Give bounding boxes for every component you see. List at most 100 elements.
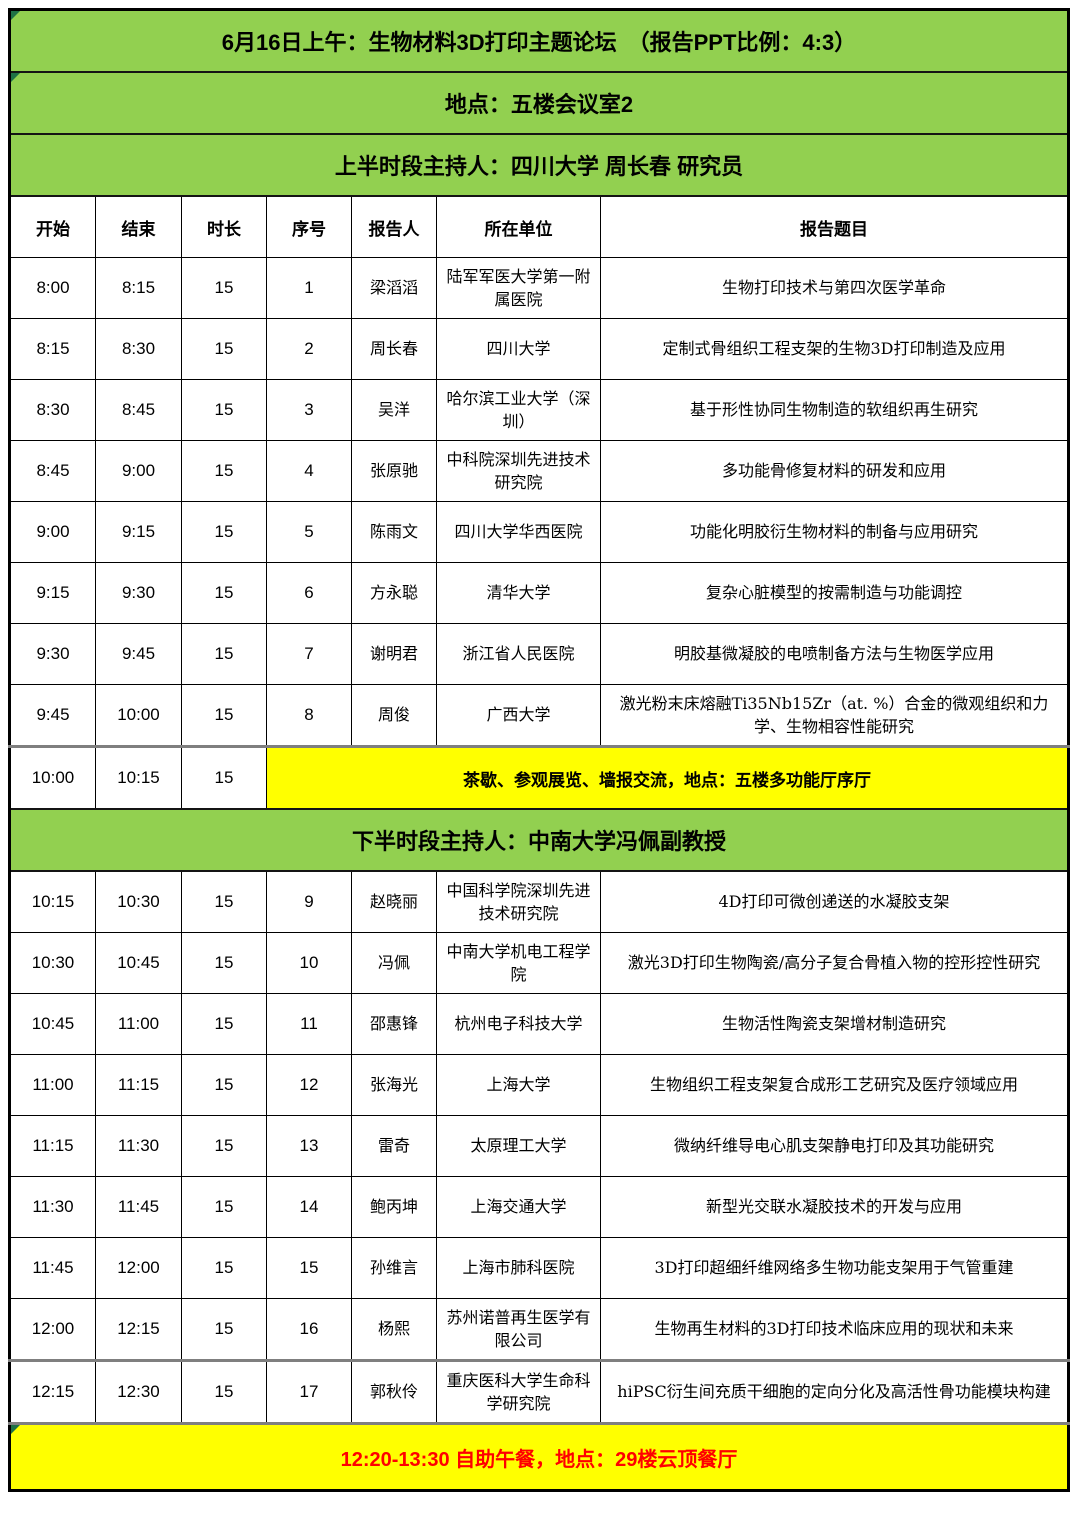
cell-duration: 15 [181,1237,267,1299]
cell-affiliation: 哈尔滨工业大学（深圳） [436,379,601,441]
schedule-table: 6月16日上午：生物材料3D打印主题论坛 （报告PPT比例：4:3） 地点：五楼… [8,8,1070,1492]
talk-row: 10:45 11:00 15 11 邵惠锋 杭州电子科技大学 生物活性陶瓷支架增… [9,993,1069,1055]
cell-index: 7 [266,623,352,685]
cell-duration: 15 [181,379,267,441]
cell-affiliation: 杭州电子科技大学 [436,993,601,1055]
cell-affiliation: 广西大学 [436,684,601,747]
cell-speaker: 吴洋 [351,379,437,441]
talk-row: 10:30 10:45 15 10 冯佩 中南大学机电工程学院 激光3D打印生物… [9,932,1069,994]
second-half-moderator-row: 下半时段主持人：中南大学冯佩副教授 [9,808,1069,872]
talk-row: 9:45 10:00 15 8 周俊 广西大学 激光粉末床熔融Ti35Nb15Z… [9,684,1069,747]
lunch-cell: 12:20-13:30 自助午餐，地点：29楼云顶餐厅 [9,1422,1069,1491]
col-header-speaker: 报告人 [351,195,437,258]
cell-speaker: 谢明君 [351,623,437,685]
cell-end-time: 10:45 [95,932,182,994]
cell-start-time: 9:15 [9,562,96,624]
cell-start-time: 11:00 [9,1054,96,1116]
talk-row: 8:30 8:45 15 3 吴洋 哈尔滨工业大学（深圳） 基于形性协同生物制造… [9,379,1069,441]
forum-title-row: 6月16日上午：生物材料3D打印主题论坛 （报告PPT比例：4:3） [9,8,1069,73]
cell-index: 14 [266,1176,352,1238]
forum-title: 6月16日上午：生物材料3D打印主题论坛 （报告PPT比例：4:3） [9,8,1069,73]
cell-affiliation: 上海大学 [436,1054,601,1116]
banner-section: 6月16日上午：生物材料3D打印主题论坛 （报告PPT比例：4:3） 地点：五楼… [9,8,1069,258]
cell-flag-icon [11,1426,20,1434]
cell-speaker: 周俊 [351,684,437,747]
col-header-affiliation: 所在单位 [436,195,601,258]
cell-index: 2 [266,318,352,380]
lunch-row: 12:20-13:30 自助午餐，地点：29楼云顶餐厅 [9,1422,1069,1491]
tea-break-section: 10:00 10:15 15 茶歇、参观展览、墙报交流，地点：五楼多功能厅序厅 … [9,745,1069,872]
cell-flag-icon [11,11,20,20]
cell-speaker: 梁滔滔 [351,257,437,319]
first-half-session: 8:00 8:15 15 1 梁滔滔 陆军军医大学第一附属医院 生物打印技术与第… [9,257,1069,747]
cell-start-time: 10:45 [9,993,96,1055]
cell-affiliation: 四川大学华西医院 [436,501,601,563]
second-half-moderator-cell: 下半时段主持人：中南大学冯佩副教授 [9,808,1069,872]
cell-index: 13 [266,1115,352,1177]
cell-end-time: 12:15 [95,1298,182,1361]
cell-start-time: 8:30 [9,379,96,441]
cell-duration: 15 [181,870,267,933]
cell-talk-title: 生物再生材料的3D打印技术临床应用的现状和未来 [600,1298,1069,1361]
cell-talk-title: 新型光交联水凝胶技术的开发与应用 [600,1176,1069,1238]
cell-affiliation: 中南大学机电工程学院 [436,932,601,994]
cell-duration: 15 [181,440,267,502]
cell-index: 10 [266,932,352,994]
col-header-talk-title: 报告题目 [600,195,1069,258]
cell-start-time: 10:00 [9,745,96,810]
talk-row: 8:15 8:30 15 2 周长春 四川大学 定制式骨组织工程支架的生物3D打… [9,318,1069,380]
cell-index: 17 [266,1359,352,1424]
cell-talk-title: 多功能骨修复材料的研发和应用 [600,440,1069,502]
cell-start-time: 9:45 [9,684,96,747]
cell-speaker: 邵惠锋 [351,993,437,1055]
cell-speaker: 方永聪 [351,562,437,624]
cell-duration: 15 [181,562,267,624]
cell-end-time: 9:30 [95,562,182,624]
talk-row: 10:15 10:30 15 9 赵晓丽 中国科学院深圳先进技术研究院 4D打印… [9,870,1069,933]
cell-end-time: 8:30 [95,318,182,380]
cell-talk-title: 明胶基微凝胶的电喷制备方法与生物医学应用 [600,623,1069,685]
cell-end-time: 11:30 [95,1115,182,1177]
second-half-moderator-text: 下半时段主持人：中南大学冯佩副教授 [351,829,726,854]
cell-index: 15 [266,1237,352,1299]
cell-index: 16 [266,1298,352,1361]
first-half-moderator-cell: 上半时段主持人：四川大学 周长春 研究员 [9,133,1069,197]
cell-speaker: 孙维言 [351,1237,437,1299]
cell-start-time: 8:15 [9,318,96,380]
second-half-session: 10:15 10:30 15 9 赵晓丽 中国科学院深圳先进技术研究院 4D打印… [9,870,1069,1424]
talk-row: 12:15 12:30 15 17 郭秋伶 重庆医科大学生命科学研究院 hiPS… [9,1359,1069,1424]
cell-speaker: 张海光 [351,1054,437,1116]
cell-speaker: 雷奇 [351,1115,437,1177]
cell-talk-title: 生物打印技术与第四次医学革命 [600,257,1069,319]
talk-row: 12:00 12:15 15 16 杨熙 苏州诺普再生医学有限公司 生物再生材料… [9,1298,1069,1361]
cell-affiliation: 中国科学院深圳先进技术研究院 [436,870,601,933]
cell-speaker: 周长春 [351,318,437,380]
cell-end-time: 11:00 [95,993,182,1055]
cell-duration: 15 [181,684,267,747]
cell-start-time: 11:45 [9,1237,96,1299]
talk-row: 9:00 9:15 15 5 陈雨文 四川大学华西医院 功能化明胶衍生物材料的制… [9,501,1069,563]
cell-end-time: 12:00 [95,1237,182,1299]
cell-index: 12 [266,1054,352,1116]
cell-index: 9 [266,870,352,933]
cell-end-time: 9:00 [95,440,182,502]
cell-start-time: 10:30 [9,932,96,994]
cell-duration: 15 [181,1359,267,1424]
cell-end-time: 11:15 [95,1054,182,1116]
cell-end-time: 9:45 [95,623,182,685]
cell-index: 4 [266,440,352,502]
cell-index: 1 [266,257,352,319]
cell-talk-title: 基于形性协同生物制造的软组织再生研究 [600,379,1069,441]
location-row: 地点：五楼会议室2 [9,71,1069,135]
cell-start-time: 11:15 [9,1115,96,1177]
talk-row: 8:00 8:15 15 1 梁滔滔 陆军军医大学第一附属医院 生物打印技术与第… [9,257,1069,319]
cell-affiliation: 苏州诺普再生医学有限公司 [436,1298,601,1361]
cell-index: 3 [266,379,352,441]
first-half-moderator-row: 上半时段主持人：四川大学 周长春 研究员 [9,133,1069,197]
schedule-sheet: 6月16日上午：生物材料3D打印主题论坛 （报告PPT比例：4:3） 地点：五楼… [8,8,1070,1492]
cell-index: 8 [266,684,352,747]
talk-row: 9:30 9:45 15 7 谢明君 浙江省人民医院 明胶基微凝胶的电喷制备方法… [9,623,1069,685]
cell-speaker: 郭秋伶 [351,1359,437,1424]
cell-duration: 15 [181,1115,267,1177]
tea-break-row: 10:00 10:15 15 茶歇、参观展览、墙报交流，地点：五楼多功能厅序厅 [9,745,1069,810]
